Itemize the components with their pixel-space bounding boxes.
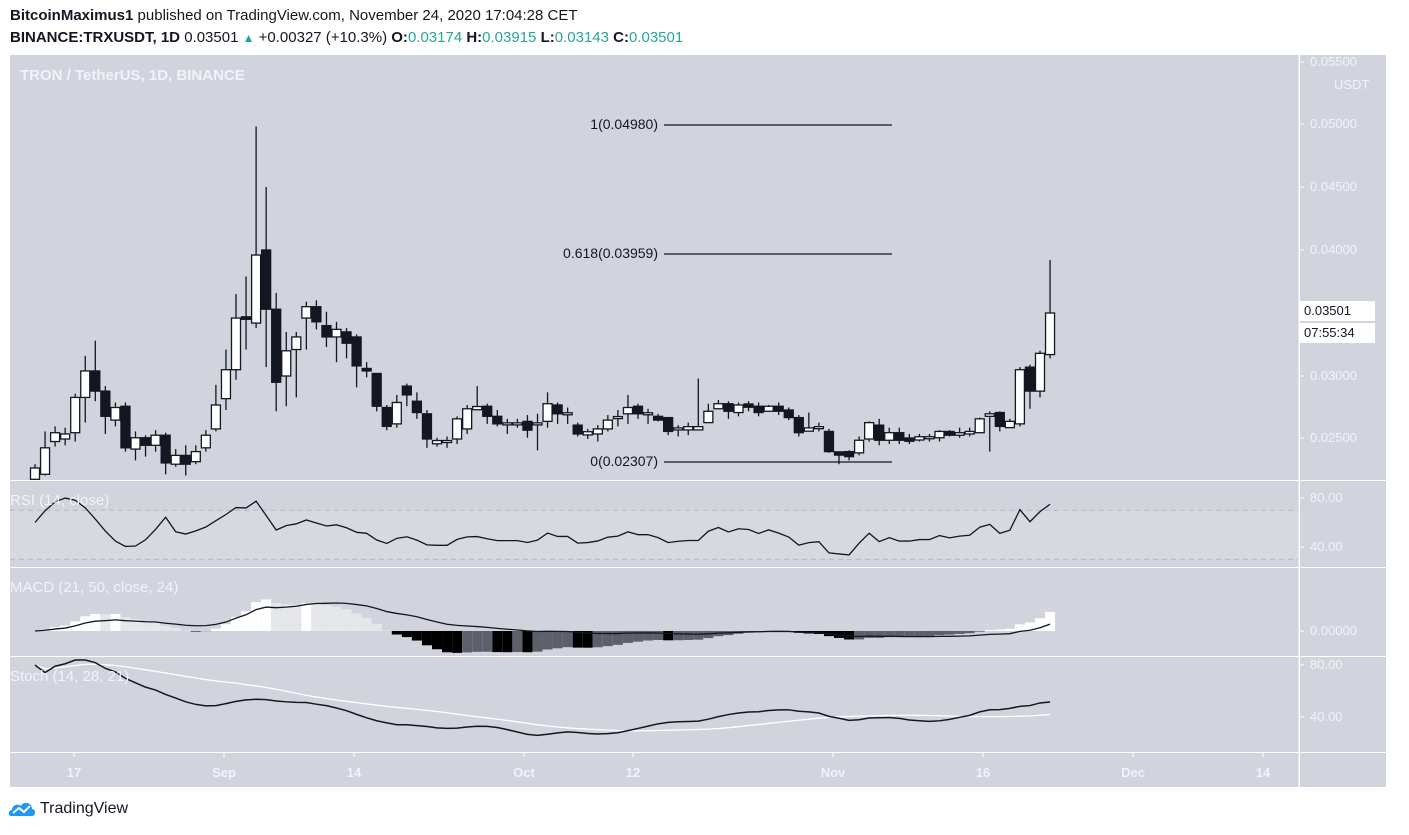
pane-divider[interactable] <box>10 656 1386 657</box>
time-tick-label: 16 <box>975 765 991 780</box>
low-value: 0.03143 <box>554 29 609 46</box>
indicator-tick-label: 40.00 <box>1310 539 1343 554</box>
open-label: O: <box>391 29 408 46</box>
fib-level-label: 1(0.04980) <box>590 116 658 132</box>
price-tick-label: 0.04000 <box>1310 242 1357 257</box>
time-tick-label: 17 <box>66 765 82 780</box>
symbol-info: BINANCE:TRXUSDT, 1D 0.03501 ▲ +0.00327 (… <box>10 29 683 46</box>
time-tick-label: 14 <box>346 765 362 780</box>
fib-level-label: 0.618(0.03959) <box>563 245 658 261</box>
high-label: H: <box>466 29 483 46</box>
time-tick-label: Dec <box>1121 765 1145 780</box>
time-axis-divider <box>10 752 1386 753</box>
price-tick-label: 0.04500 <box>1310 179 1357 194</box>
brand-name: TradingView <box>40 800 129 817</box>
pane-divider[interactable] <box>10 480 1386 481</box>
time-tick-label: 12 <box>625 765 641 780</box>
currency-label: USDT <box>1334 77 1370 92</box>
countdown-tag: 07:55:34 <box>1299 323 1375 343</box>
indicator-tick-label: 80.00 <box>1310 657 1343 672</box>
indicator-tick-label: 0.00000 <box>1310 623 1357 638</box>
time-tick-label: Sep <box>212 765 236 780</box>
indicator-tick-label: 40.00 <box>1310 709 1343 724</box>
publish-info: BitcoinMaximus1 published on TradingView… <box>10 7 578 24</box>
time-tick-label: Oct <box>513 765 535 780</box>
up-triangle-icon: ▲ <box>242 31 255 45</box>
time-tick-label: 14 <box>1255 765 1271 780</box>
price-tick-label: 0.02500 <box>1310 430 1357 445</box>
close-value: 0.03501 <box>628 29 684 46</box>
price-tick-label: 0.03000 <box>1310 368 1357 383</box>
price-change: +0.00327 (+10.3%) <box>258 29 388 46</box>
high-value: 0.03915 <box>482 29 537 46</box>
price-axis[interactable]: USDT <box>1299 55 1386 787</box>
macd-title: MACD (21, 50, close, 24) <box>10 579 179 596</box>
author-name[interactable]: BitcoinMaximus1 <box>10 7 134 24</box>
close-label: C: <box>613 29 629 46</box>
symbol-label: BINANCE:TRXUSDT, 1D <box>10 29 181 46</box>
chart-title: TRON / TetherUS, 1D, BINANCE <box>20 67 245 84</box>
last-price-tag: 0.03501 <box>1299 301 1375 321</box>
pane-divider[interactable] <box>10 567 1386 568</box>
chart-canvas[interactable]: TRON / TetherUS, 1D, BINANCE <box>10 55 1299 787</box>
price-tick-label: 0.05000 <box>1310 116 1357 131</box>
indicator-tick-label: 80.00 <box>1310 490 1343 505</box>
cloud-logo-icon <box>8 802 35 816</box>
fib-level-label: 0(0.02307) <box>590 453 658 469</box>
open-value: 0.03174 <box>407 29 463 46</box>
stoch-title: Stoch (14, 28, 21) <box>10 668 130 685</box>
price-tick-label: 0.05500 <box>1310 54 1357 69</box>
published-text: published on TradingView.com, November 2… <box>133 7 578 24</box>
last-price: 0.03501 <box>184 29 239 46</box>
rsi-title: RSI (14, close) <box>10 492 110 509</box>
low-label: L: <box>540 29 555 46</box>
tradingview-logo[interactable]: TradingView <box>8 800 128 818</box>
time-tick-label: Nov <box>820 765 846 780</box>
